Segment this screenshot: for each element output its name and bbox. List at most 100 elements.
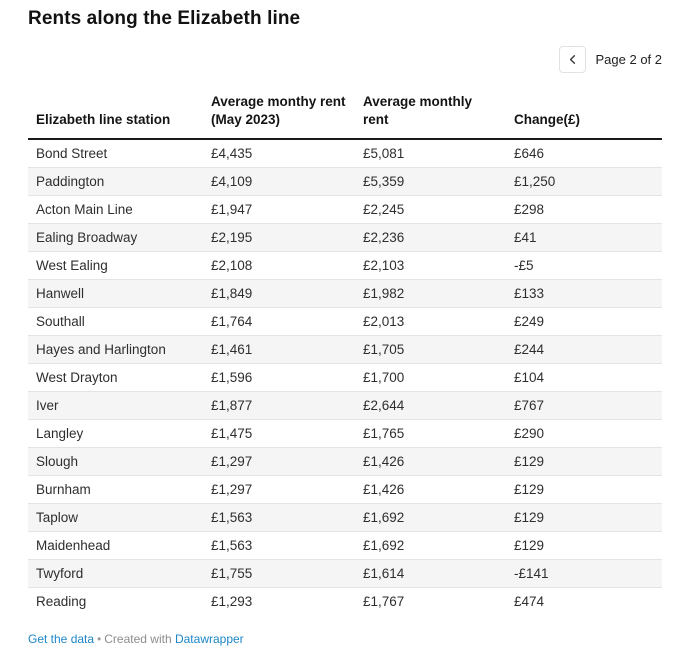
cell-change: £41 xyxy=(514,229,537,245)
cell-rent-may-2023: £1,293 xyxy=(211,593,253,609)
cell-change: £474 xyxy=(514,593,545,609)
rents-table: Elizabeth line station Average monthy re… xyxy=(28,92,662,615)
cell-change: £129 xyxy=(514,537,545,553)
table-row: Slough £1,297 £1,426 £129 xyxy=(28,447,662,476)
cell-change: £298 xyxy=(514,201,545,217)
cell-rent-may-2023: £1,849 xyxy=(211,285,253,301)
cell-station: Paddington xyxy=(36,173,105,189)
cell-rent-may-2023: £1,461 xyxy=(211,341,253,357)
cell-rent-may-2023: £2,108 xyxy=(211,257,253,273)
cell-station: Maidenhead xyxy=(36,537,111,553)
cell-station: West Drayton xyxy=(36,369,118,385)
datawrapper-link[interactable]: Datawrapper xyxy=(174,632,244,647)
cell-change: £290 xyxy=(514,425,545,441)
cell-rent-now: £2,013 xyxy=(363,313,405,329)
table-row: Taplow £1,563 £1,692 £129 xyxy=(28,503,662,532)
cell-rent-now: £5,359 xyxy=(363,173,405,189)
cell-change: £104 xyxy=(514,369,545,385)
cell-change: £646 xyxy=(514,145,545,161)
table-row: Southall £1,764 £2,013 £249 xyxy=(28,307,662,335)
table-row: Paddington £4,109 £5,359 £1,250 xyxy=(28,167,662,196)
cell-change: -£141 xyxy=(514,565,549,581)
get-the-data-link[interactable]: Get the data xyxy=(28,632,95,647)
table-row: Hanwell £1,849 £1,982 £133 xyxy=(28,279,662,308)
cell-station: West Ealing xyxy=(36,257,108,273)
cell-rent-now: £1,426 xyxy=(363,453,405,469)
cell-change: £129 xyxy=(514,453,545,469)
cell-station: Slough xyxy=(36,453,79,469)
table-row: Acton Main Line £1,947 £2,245 £298 xyxy=(28,195,662,223)
table-row: West Ealing £2,108 £2,103 -£5 xyxy=(28,251,662,279)
chevron-left-icon xyxy=(566,53,579,66)
page-title: Rents along the Elizabeth line xyxy=(28,8,301,29)
cell-station: Ealing Broadway xyxy=(36,229,138,245)
cell-change: £133 xyxy=(514,285,545,301)
table-row: Ealing Broadway £2,195 £2,236 £41 xyxy=(28,223,662,252)
page-indicator: Page 2 of 2 xyxy=(595,51,663,67)
cell-rent-may-2023: £1,755 xyxy=(211,565,253,581)
footer-separator: • xyxy=(97,632,102,647)
table-row: Hayes and Harlington £1,461 £1,705 £244 xyxy=(28,335,662,364)
cell-rent-now: £2,103 xyxy=(363,257,405,273)
cell-change: £1,250 xyxy=(514,173,556,189)
table-row: Maidenhead £1,563 £1,692 £129 xyxy=(28,531,662,559)
created-with-text: Created with xyxy=(104,632,172,647)
cell-change: £129 xyxy=(514,509,545,525)
cell-rent-may-2023: £1,877 xyxy=(211,397,253,413)
table-body: Bond Street £4,435 £5,081 £646 Paddingto… xyxy=(28,139,662,615)
cell-rent-now: £2,236 xyxy=(363,229,405,245)
cell-rent-may-2023: £1,563 xyxy=(211,537,253,553)
cell-rent-may-2023: £1,596 xyxy=(211,369,253,385)
cell-station: Reading xyxy=(36,593,87,609)
cell-rent-now: £1,692 xyxy=(363,537,405,553)
cell-rent-may-2023: £2,195 xyxy=(211,229,253,245)
cell-rent-now: £1,614 xyxy=(363,565,405,581)
cell-rent-now: £1,426 xyxy=(363,481,405,497)
cell-rent-now: £1,700 xyxy=(363,369,405,385)
cell-station: Southall xyxy=(36,313,85,329)
cell-rent-may-2023: £1,475 xyxy=(211,425,253,441)
table-row: Iver £1,877 £2,644 £767 xyxy=(28,391,662,420)
cell-station: Hayes and Harlington xyxy=(36,341,166,357)
prev-page-button[interactable] xyxy=(558,45,586,73)
column-header-rent-may-2023: Average monthy rent (May 2023) xyxy=(203,92,355,141)
table-row: West Drayton £1,596 £1,700 £104 xyxy=(28,363,662,391)
cell-station: Hanwell xyxy=(36,285,85,301)
cell-station: Acton Main Line xyxy=(36,201,133,217)
cell-station: Iver xyxy=(36,397,59,413)
cell-change: £129 xyxy=(514,481,545,497)
table-row: Burnham £1,297 £1,426 £129 xyxy=(28,475,662,503)
cell-rent-now: £2,245 xyxy=(363,201,405,217)
cell-rent-now: £5,081 xyxy=(363,145,405,161)
cell-rent-now: £1,982 xyxy=(363,285,405,301)
cell-change: £767 xyxy=(514,397,545,413)
cell-rent-may-2023: £1,297 xyxy=(211,481,253,497)
cell-rent-now: £1,692 xyxy=(363,509,405,525)
cell-station: Taplow xyxy=(36,509,79,525)
column-header-change: Change(£) xyxy=(506,92,662,141)
table-header: Elizabeth line station Average monthy re… xyxy=(28,92,662,141)
cell-rent-now: £2,644 xyxy=(363,397,405,413)
cell-change: £249 xyxy=(514,313,545,329)
cell-rent-may-2023: £1,563 xyxy=(211,509,253,525)
cell-station: Bond Street xyxy=(36,145,108,161)
cell-change: -£5 xyxy=(514,257,534,273)
table-row: Bond Street £4,435 £5,081 £646 xyxy=(28,139,662,167)
cell-station: Burnham xyxy=(36,481,91,497)
cell-rent-may-2023: £4,109 xyxy=(211,173,253,189)
cell-rent-may-2023: £1,764 xyxy=(211,313,253,329)
cell-change: £244 xyxy=(514,341,545,357)
cell-rent-may-2023: £4,435 xyxy=(211,145,253,161)
pagination: Page 2 of 2 xyxy=(28,45,663,73)
cell-station: Twyford xyxy=(36,565,84,581)
table-row: Twyford £1,755 £1,614 -£141 xyxy=(28,559,662,588)
cell-rent-may-2023: £1,297 xyxy=(211,453,253,469)
attribution-footer: Get the data • Created with Datawrapper xyxy=(28,632,662,646)
table-row: Langley £1,475 £1,765 £290 xyxy=(28,419,662,447)
cell-rent-may-2023: £1,947 xyxy=(211,201,253,217)
cell-rent-now: £1,765 xyxy=(363,425,405,441)
cell-rent-now: £1,767 xyxy=(363,593,405,609)
table-row: Reading £1,293 £1,767 £474 xyxy=(28,587,662,615)
cell-station: Langley xyxy=(36,425,84,441)
